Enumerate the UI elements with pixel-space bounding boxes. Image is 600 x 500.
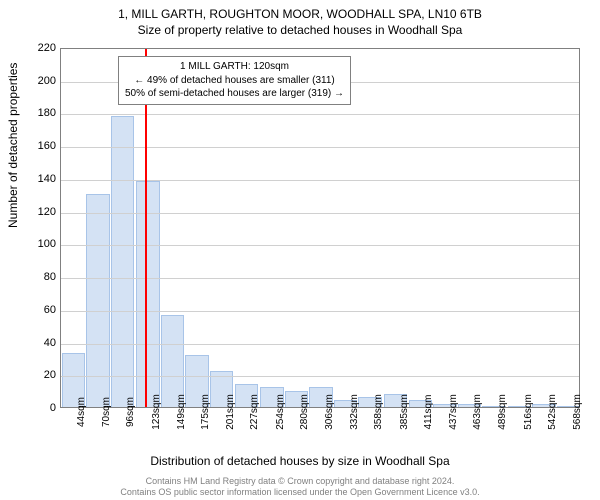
xtick-label: 254sqm (275, 394, 286, 430)
ytick-label: 200 (26, 75, 56, 87)
gridline-h (61, 245, 579, 246)
ytick-label: 160 (26, 140, 56, 152)
histogram-bar (86, 194, 109, 407)
xtick-label: 489sqm (497, 394, 508, 430)
footer-line-1: Contains HM Land Registry data © Crown c… (0, 476, 600, 487)
attribution-footer: Contains HM Land Registry data © Crown c… (0, 476, 600, 499)
ytick-label: 40 (26, 337, 56, 349)
ytick-label: 120 (26, 206, 56, 218)
x-axis-label: Distribution of detached houses by size … (0, 454, 600, 468)
gridline-h (61, 114, 579, 115)
xtick-label: 70sqm (101, 397, 112, 427)
xtick-label: 516sqm (523, 394, 534, 430)
xtick-label: 358sqm (373, 394, 384, 430)
ytick-label: 60 (26, 304, 56, 316)
xtick-label: 123sqm (151, 394, 162, 430)
xtick-label: 332sqm (349, 394, 360, 430)
xtick-label: 385sqm (399, 394, 410, 430)
annotation-box: 1 MILL GARTH: 120sqm ← 49% of detached h… (118, 56, 351, 105)
ytick-label: 0 (26, 402, 56, 414)
gridline-h (61, 344, 579, 345)
title-line-2: Size of property relative to detached ho… (0, 22, 600, 38)
ytick-label: 180 (26, 107, 56, 119)
gridline-h (61, 213, 579, 214)
annotation-line-3: 50% of semi-detached houses are larger (… (125, 87, 344, 101)
histogram-bar (136, 181, 159, 407)
xtick-label: 411sqm (423, 395, 434, 430)
chart-titles: 1, MILL GARTH, ROUGHTON MOOR, WOODHALL S… (0, 0, 600, 38)
xtick-label: 227sqm (249, 394, 260, 430)
gridline-h (61, 278, 579, 279)
xtick-label: 175sqm (200, 394, 211, 430)
gridline-h (61, 376, 579, 377)
xtick-label: 306sqm (324, 394, 335, 430)
xtick-label: 463sqm (472, 394, 483, 430)
xtick-label: 96sqm (125, 397, 136, 427)
xtick-label: 149sqm (176, 394, 187, 430)
gridline-h (61, 147, 579, 148)
footer-line-2: Contains OS public sector information li… (0, 487, 600, 498)
ytick-label: 100 (26, 238, 56, 250)
xtick-label: 568sqm (572, 394, 583, 430)
y-axis-label: Number of detached properties (6, 63, 20, 228)
annotation-line-2: ← 49% of detached houses are smaller (31… (125, 74, 344, 88)
gridline-h (61, 180, 579, 181)
xtick-label: 542sqm (547, 394, 558, 430)
ytick-label: 140 (26, 173, 56, 185)
xtick-label: 437sqm (448, 394, 459, 430)
gridline-h (61, 311, 579, 312)
ytick-label: 80 (26, 271, 56, 283)
title-line-1: 1, MILL GARTH, ROUGHTON MOOR, WOODHALL S… (0, 6, 600, 22)
ytick-label: 220 (26, 42, 56, 54)
xtick-label: 44sqm (76, 397, 87, 427)
histogram-bar (111, 116, 134, 407)
xtick-label: 201sqm (225, 394, 236, 430)
ytick-label: 20 (26, 369, 56, 381)
xtick-label: 280sqm (299, 394, 310, 430)
annotation-line-1: 1 MILL GARTH: 120sqm (125, 60, 344, 74)
